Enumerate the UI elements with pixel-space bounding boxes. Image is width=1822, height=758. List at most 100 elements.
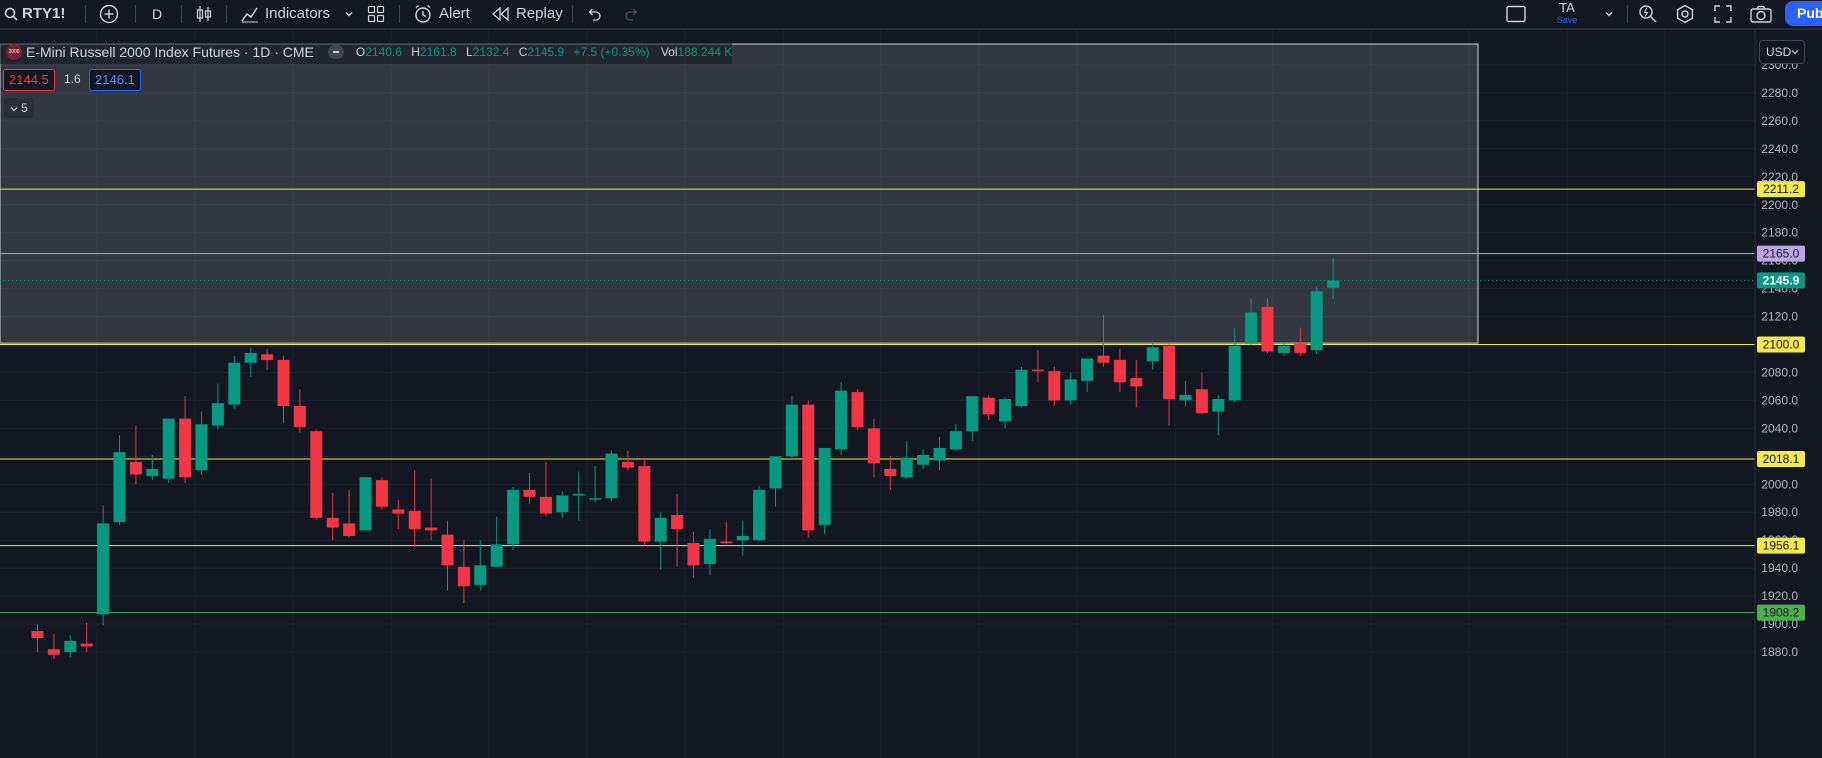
currency-selector[interactable]: USD [1759, 40, 1805, 64]
candle[interactable] [867, 418, 880, 478]
undo-button[interactable] [586, 0, 602, 27]
candle[interactable] [375, 477, 388, 510]
candle[interactable] [293, 389, 306, 433]
candle[interactable] [129, 425, 142, 485]
candle[interactable] [1048, 366, 1061, 407]
candle[interactable] [1327, 258, 1340, 300]
candle[interactable] [80, 622, 93, 652]
candle[interactable] [425, 478, 438, 541]
candle[interactable] [1245, 298, 1258, 346]
candle[interactable] [326, 492, 339, 541]
candle[interactable] [490, 516, 503, 567]
candle[interactable] [884, 456, 897, 490]
alert-button[interactable]: Alert [413, 0, 470, 27]
candle[interactable] [1064, 372, 1077, 405]
layout-toggle-button[interactable] [1506, 0, 1526, 27]
candle[interactable] [1228, 327, 1241, 402]
candle[interactable] [589, 466, 602, 503]
candle[interactable] [785, 396, 798, 458]
candle[interactable] [31, 624, 44, 652]
candle[interactable] [195, 411, 208, 475]
candle[interactable] [949, 424, 962, 451]
candle[interactable] [1113, 348, 1126, 393]
price-scale-background[interactable] [1755, 30, 1822, 758]
candle[interactable] [1195, 372, 1208, 415]
candle[interactable] [1081, 358, 1094, 393]
replay-button[interactable]: Replay [492, 0, 563, 27]
candle[interactable] [162, 418, 175, 483]
layout-dropdown[interactable] [1604, 0, 1614, 27]
candle[interactable] [474, 540, 487, 591]
candle[interactable] [1015, 366, 1028, 408]
candle[interactable] [753, 485, 766, 542]
candle[interactable] [605, 450, 618, 502]
candle[interactable] [671, 494, 684, 567]
indicators-dropdown[interactable] [344, 0, 354, 27]
candle[interactable] [97, 505, 110, 626]
candle[interactable] [1310, 287, 1323, 355]
candle[interactable] [1031, 350, 1044, 383]
candle[interactable] [408, 470, 421, 548]
hide-legend-button[interactable] [327, 45, 344, 59]
compare-button[interactable] [99, 0, 119, 27]
templates-button[interactable] [367, 0, 385, 27]
candle[interactable] [720, 522, 733, 545]
price-chart[interactable]: 1880.01900.01920.01940.01960.01980.02000… [0, 30, 1822, 758]
candle[interactable] [999, 397, 1012, 429]
sell-price-box[interactable]: 2144.5 [3, 69, 55, 91]
candle[interactable] [113, 435, 126, 525]
snapshot-button[interactable] [1750, 0, 1772, 27]
candle[interactable] [802, 400, 815, 538]
candle[interactable] [392, 499, 405, 530]
candle[interactable] [277, 355, 290, 423]
candle[interactable] [1163, 343, 1176, 426]
candle[interactable] [1097, 315, 1110, 367]
chart-type-button[interactable] [196, 0, 212, 27]
candle[interactable] [966, 396, 979, 441]
candle[interactable] [851, 389, 864, 430]
candle[interactable] [1277, 341, 1290, 356]
candle[interactable] [1294, 327, 1307, 356]
candle[interactable] [64, 635, 77, 658]
candle[interactable] [507, 487, 520, 550]
candle[interactable] [621, 450, 634, 471]
candle[interactable] [1146, 341, 1159, 370]
candle[interactable] [835, 382, 848, 455]
candle[interactable] [228, 355, 241, 409]
interval-button[interactable]: D [152, 5, 163, 22]
rectangle-drawing[interactable] [0, 43, 1479, 344]
chart-area[interactable]: 1880.01900.01920.01940.01960.01980.02000… [0, 30, 1822, 758]
candle[interactable] [457, 540, 470, 604]
indicators-button[interactable]: Indicators [241, 0, 330, 27]
candle[interactable] [736, 520, 749, 556]
candle[interactable] [1212, 394, 1225, 436]
candle[interactable] [343, 489, 356, 538]
candle[interactable] [310, 429, 323, 520]
candle[interactable] [47, 633, 60, 659]
candle[interactable] [654, 512, 667, 570]
candle[interactable] [769, 456, 782, 507]
candle[interactable] [1261, 298, 1274, 353]
candle[interactable] [638, 457, 651, 546]
candle[interactable] [917, 449, 930, 469]
symbol-title[interactable]: E-Mini Russell 2000 Index Futures · 1D ·… [26, 44, 314, 60]
symbol-search[interactable]: RTY1! [4, 0, 65, 27]
quick-search-button[interactable] [1638, 0, 1658, 27]
candle[interactable] [211, 383, 224, 430]
candle[interactable] [572, 471, 585, 521]
candle[interactable] [1130, 359, 1143, 408]
candle[interactable] [179, 396, 192, 483]
candle[interactable] [539, 461, 552, 517]
candle[interactable] [556, 491, 569, 518]
candle[interactable] [703, 529, 716, 576]
candle[interactable] [146, 454, 159, 481]
fullscreen-button[interactable] [1714, 0, 1732, 27]
candle[interactable] [687, 531, 700, 578]
candle[interactable] [982, 394, 995, 420]
candle[interactable] [244, 347, 257, 377]
redo-button[interactable] [624, 0, 640, 27]
layout-menu[interactable]: TA Save [1555, 0, 1579, 25]
candle[interactable] [818, 447, 831, 535]
indicators-collapse-button[interactable]: 5 [4, 98, 34, 118]
candle[interactable] [523, 473, 536, 504]
